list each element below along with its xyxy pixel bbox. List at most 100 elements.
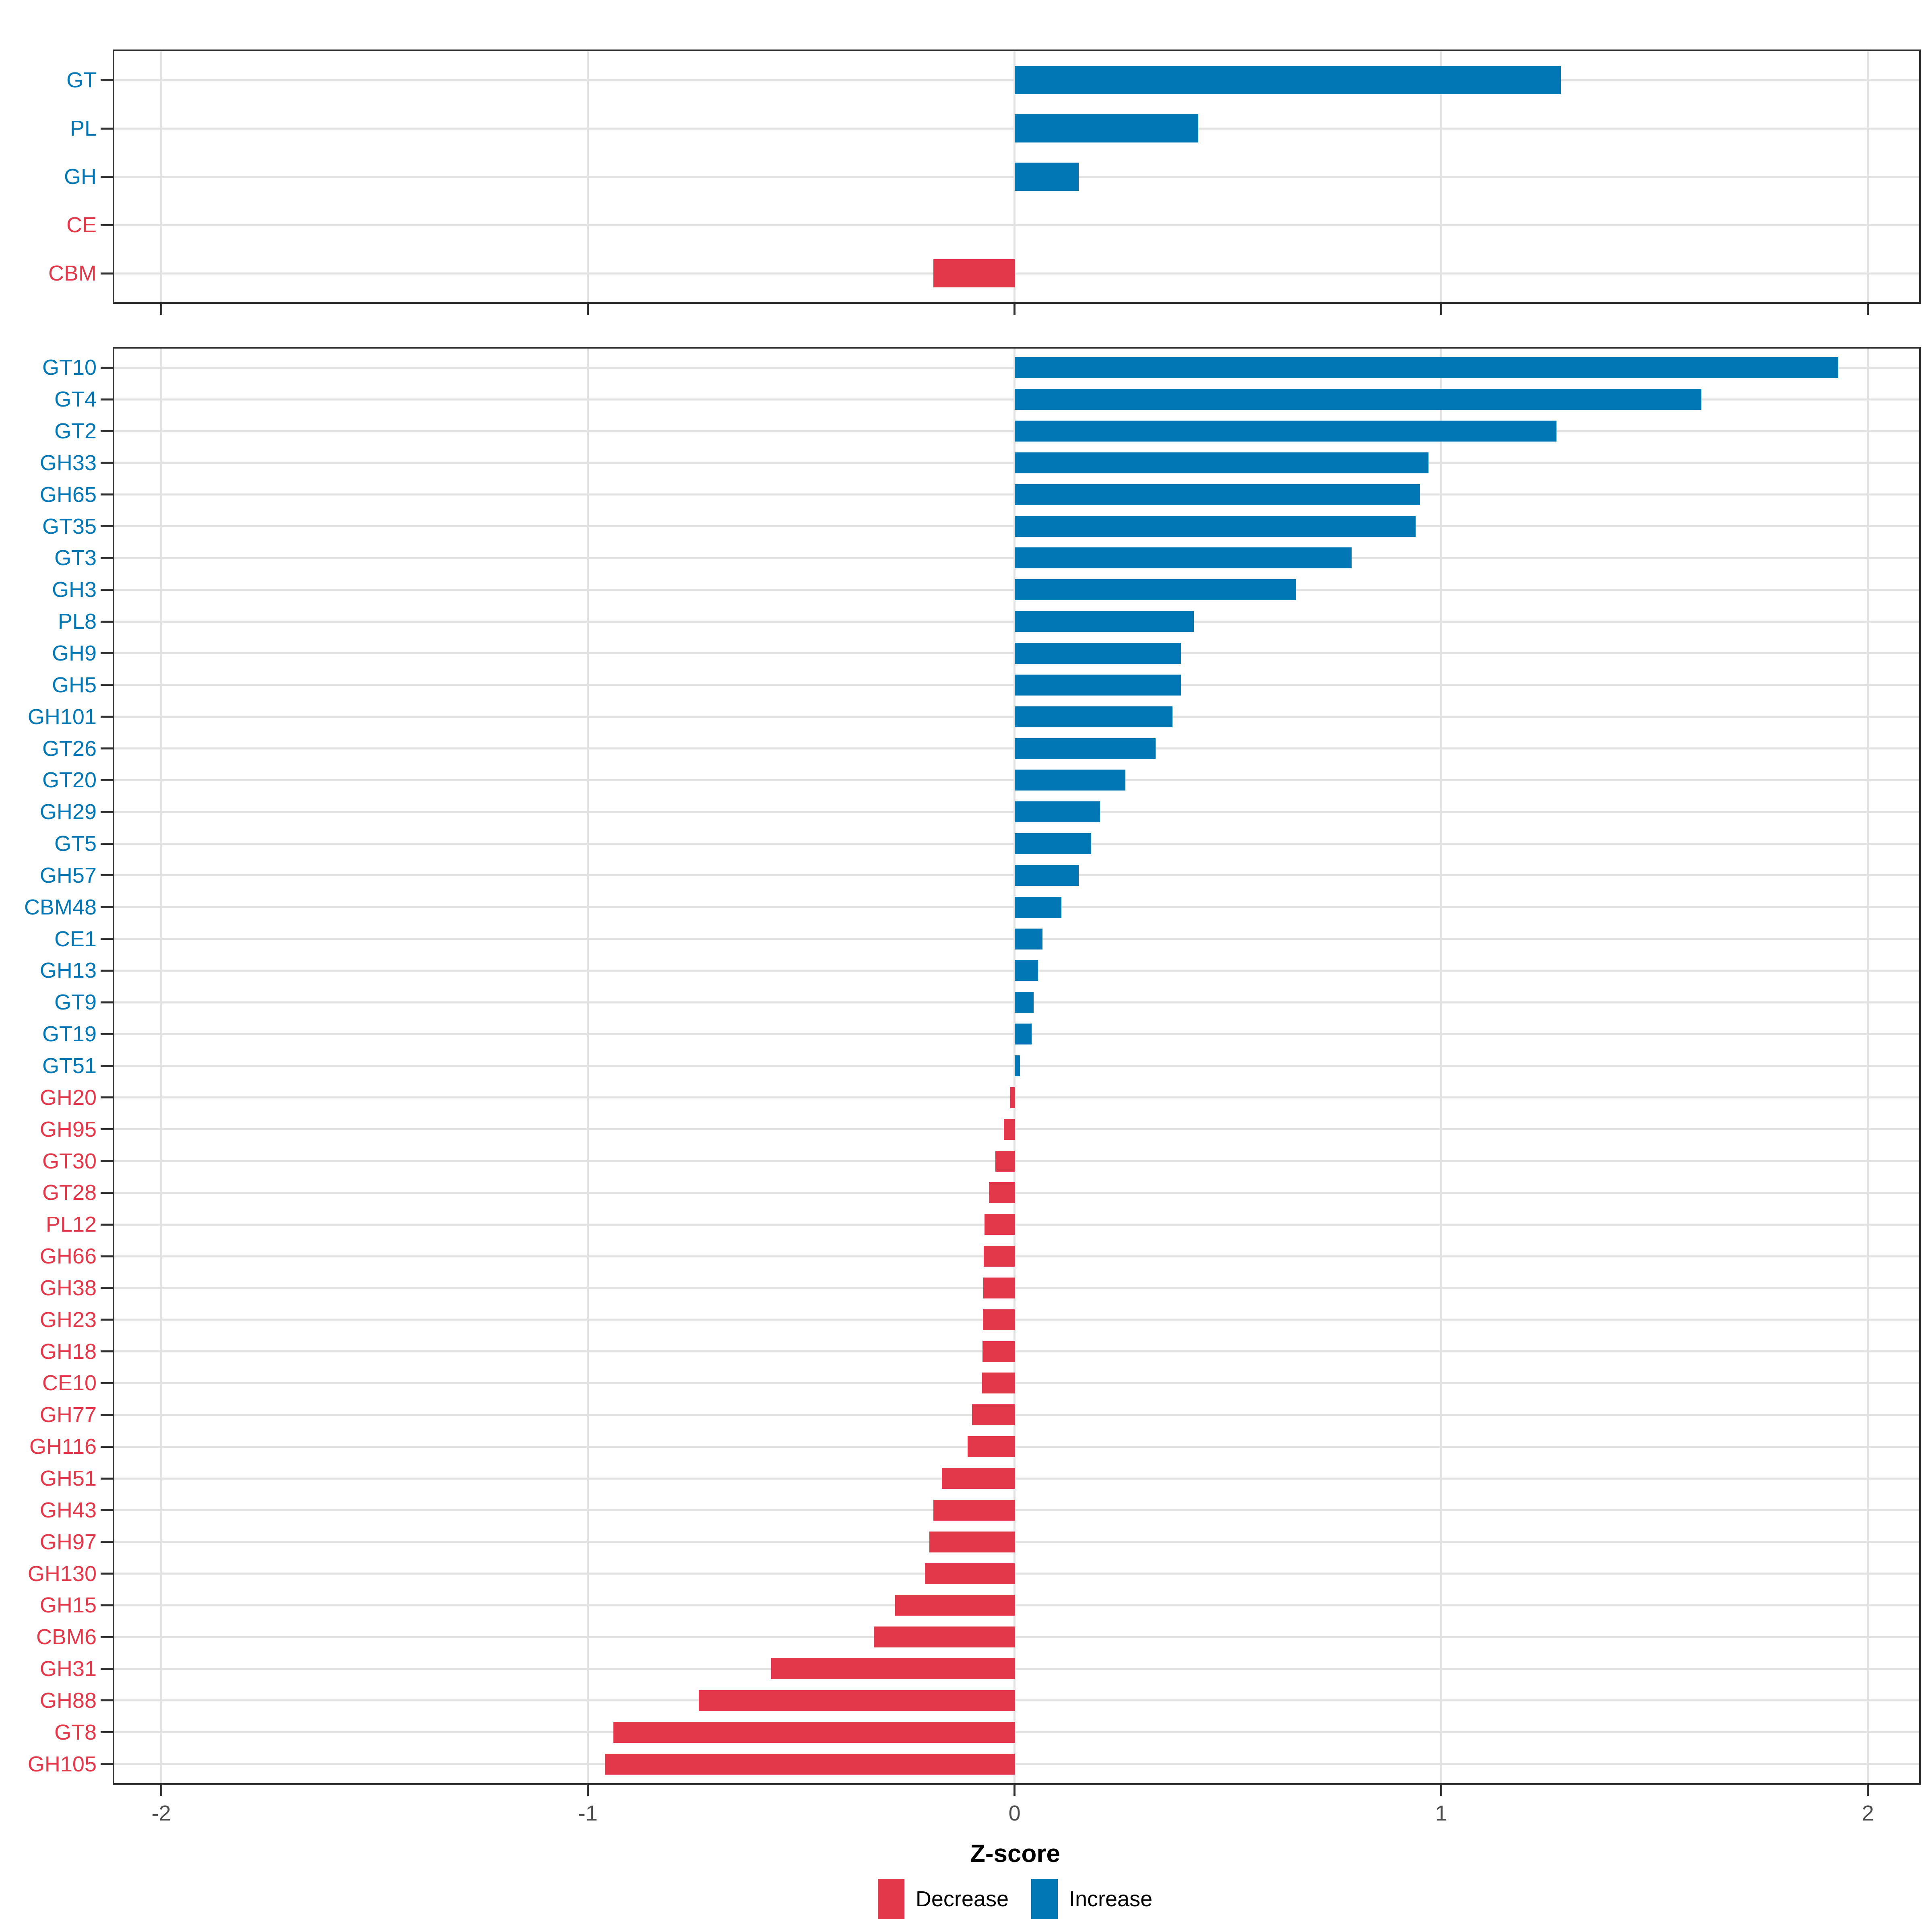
- y-gridline: [114, 1763, 1919, 1765]
- y-gridline: [114, 1223, 1919, 1226]
- y-tick: [101, 224, 113, 226]
- y-label-GH95: GH95: [39, 1117, 97, 1141]
- y-tick: [101, 1604, 113, 1606]
- y-label-PL8: PL8: [58, 609, 97, 634]
- x-tick: [160, 1785, 163, 1796]
- y-gridline: [114, 1604, 1919, 1606]
- y-label-GH33: GH33: [39, 450, 97, 475]
- x-tick: [1867, 304, 1869, 315]
- y-gridline: [114, 1541, 1919, 1543]
- x-tick: [1440, 304, 1443, 315]
- y-label-GT4: GT4: [54, 387, 97, 412]
- y-label-GH105: GH105: [27, 1752, 97, 1776]
- bar-GT51: [1014, 1055, 1020, 1076]
- y-label-PL: PL: [70, 116, 97, 140]
- y-tick: [101, 779, 113, 781]
- y-tick: [101, 1414, 113, 1416]
- x-tick-label: 1: [1435, 1801, 1447, 1825]
- y-label-GH23: GH23: [39, 1307, 97, 1332]
- bar-GH23: [983, 1309, 1015, 1330]
- y-gridline: [114, 1350, 1919, 1353]
- legend-label-decrease: Decrease: [915, 1887, 1009, 1911]
- y-gridline: [114, 1287, 1919, 1289]
- x-tick: [160, 304, 163, 315]
- y-gridline: [114, 272, 1919, 275]
- y-tick: [101, 557, 113, 559]
- y-label-GT8: GT8: [54, 1720, 97, 1744]
- y-label-GH31: GH31: [39, 1657, 97, 1681]
- y-tick: [101, 525, 113, 528]
- y-gridline: [114, 1096, 1919, 1099]
- y-tick: [101, 1160, 113, 1162]
- y-tick: [101, 938, 113, 940]
- y-tick: [101, 1731, 113, 1734]
- y-label-CE1: CE1: [54, 927, 97, 951]
- y-label-GT51: GT51: [42, 1054, 97, 1078]
- y-tick: [101, 1477, 113, 1480]
- y-label-GH57: GH57: [39, 863, 97, 888]
- y-label-GH9: GH9: [52, 641, 97, 665]
- bar-GT19: [1014, 1024, 1032, 1045]
- bar-PL12: [985, 1214, 1015, 1235]
- y-tick: [101, 175, 113, 178]
- top-panel: GT PL GH CE CBM: [48, 50, 1921, 315]
- bar-GH97: [929, 1531, 1015, 1552]
- y-tick: [101, 1382, 113, 1384]
- y-label-GH13: GH13: [39, 958, 97, 983]
- bar-GH: [1014, 163, 1079, 191]
- y-tick: [101, 1763, 113, 1765]
- bar-GH88: [699, 1690, 1015, 1711]
- legend-item-decrease: Decrease: [877, 1879, 1009, 1919]
- y-tick: [101, 1191, 113, 1194]
- bar-GT28: [989, 1182, 1015, 1203]
- bar-CBM6: [873, 1627, 1015, 1648]
- y-label-GT10: GT10: [42, 355, 97, 380]
- bar-PL8: [1014, 611, 1194, 632]
- y-label-GH51: GH51: [39, 1466, 97, 1491]
- y-label-GT5: GT5: [54, 832, 97, 856]
- y-tick: [101, 811, 113, 813]
- y-label-CBM6: CBM6: [36, 1625, 97, 1649]
- bar-GH33: [1014, 452, 1428, 473]
- y-tick: [101, 1636, 113, 1638]
- y-gridline: [114, 1509, 1919, 1511]
- bar-GT35: [1014, 516, 1416, 537]
- y-tick: [101, 906, 113, 908]
- bar-CBM: [933, 259, 1015, 287]
- y-label-GH101: GH101: [27, 704, 97, 729]
- x-tick: [1013, 304, 1016, 315]
- bar-GH5: [1014, 674, 1181, 696]
- y-gridline: [114, 1128, 1919, 1131]
- y-tick: [101, 969, 113, 972]
- y-tick: [101, 366, 113, 369]
- y-label-GH77: GH77: [39, 1403, 97, 1427]
- y-tick: [101, 272, 113, 275]
- bar-GT2: [1014, 421, 1556, 442]
- y-label-GH97: GH97: [39, 1530, 97, 1554]
- y-gridline: [114, 1255, 1919, 1257]
- x-axis-title: Z-score: [970, 1840, 1060, 1868]
- y-label-GH15: GH15: [39, 1593, 97, 1618]
- y-tick: [101, 684, 113, 686]
- bar-GH38: [983, 1277, 1015, 1298]
- y-label-GH18: GH18: [39, 1339, 97, 1364]
- x-tick-label: 2: [1862, 1801, 1874, 1825]
- bar-GT3: [1014, 547, 1352, 569]
- y-label-CE10: CE10: [42, 1371, 97, 1395]
- y-tick: [101, 1287, 113, 1289]
- bar-GT4: [1014, 389, 1702, 410]
- bar-GH20: [1010, 1087, 1015, 1108]
- y-tick: [101, 1668, 113, 1670]
- y-label-GT28: GT28: [42, 1181, 97, 1205]
- y-gridline: [114, 1382, 1919, 1384]
- y-label-CBM48: CBM48: [24, 895, 97, 919]
- legend-swatch-increase: [1031, 1879, 1058, 1919]
- y-gridline: [114, 1668, 1919, 1670]
- x-tick: [1013, 1785, 1016, 1796]
- y-tick: [101, 1445, 113, 1448]
- y-gridline: [114, 1414, 1919, 1416]
- x-tick: [587, 304, 589, 315]
- y-gridline: [114, 1160, 1919, 1162]
- legend-swatch-decrease: [877, 1879, 904, 1919]
- bar-GH66: [984, 1246, 1015, 1267]
